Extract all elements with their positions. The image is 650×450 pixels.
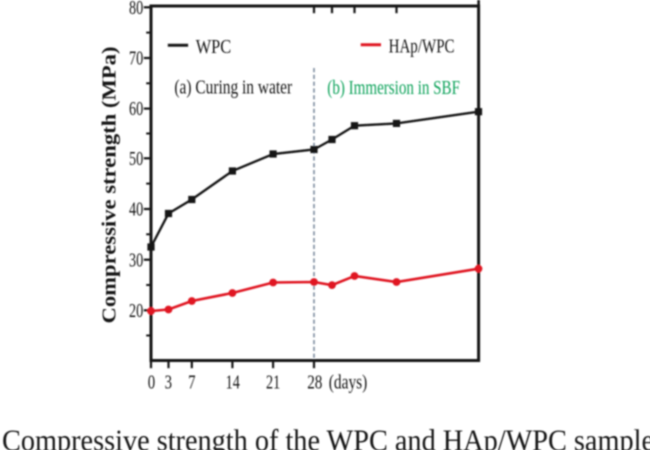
svg-text:HAp/WPC: HAp/WPC [389, 35, 455, 57]
svg-text:WPC: WPC [196, 36, 232, 58]
svg-text:40: 40 [129, 199, 143, 221]
svg-text:0: 0 [148, 371, 155, 393]
svg-text:Compressive strength of the WP: Compressive strength of the WPC and HAp/… [2, 423, 650, 450]
svg-text:21: 21 [266, 371, 280, 393]
svg-text:70: 70 [129, 48, 143, 70]
svg-text:20: 20 [129, 300, 143, 322]
svg-text:50: 50 [129, 148, 143, 170]
svg-text:(a) Curing in water: (a) Curing in water [174, 77, 292, 99]
svg-text:28: 28 [307, 371, 322, 393]
svg-text:Compressive strength (MPa): Compressive strength (MPa) [99, 47, 121, 324]
svg-text:(days): (days) [329, 372, 368, 394]
svg-text:7: 7 [188, 371, 195, 393]
svg-text:80: 80 [129, 0, 143, 19]
svg-text:14: 14 [226, 371, 240, 393]
svg-text:3: 3 [165, 371, 172, 393]
svg-text:60: 60 [129, 98, 143, 120]
svg-text:(b) Immersion in SBF: (b) Immersion in SBF [327, 77, 460, 99]
svg-text:30: 30 [129, 249, 143, 271]
